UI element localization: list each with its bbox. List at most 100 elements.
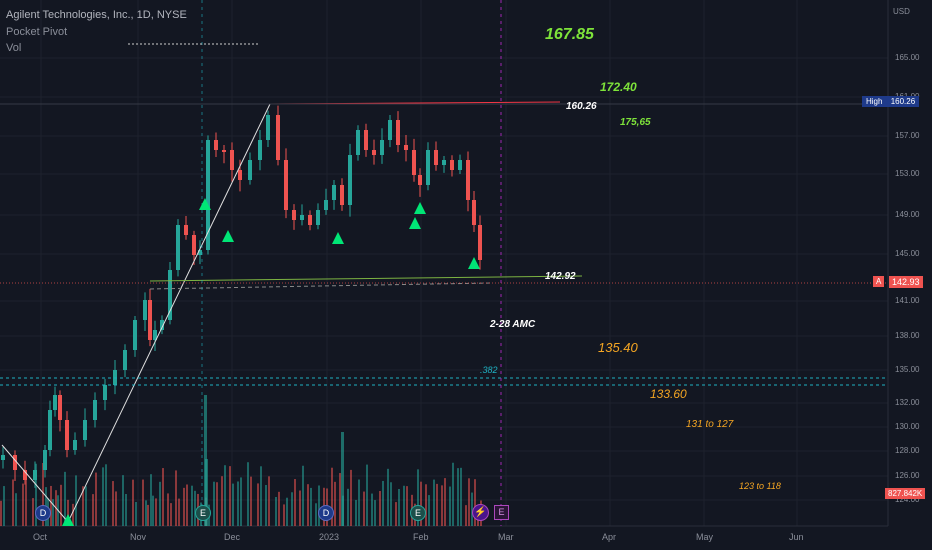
candle-body [292,210,296,220]
pocket-pivot-triangle [199,198,211,210]
time-label: Oct [33,532,48,542]
volume-bar [102,467,104,526]
annotation-133-60[interactable]: 133.60 [650,387,687,401]
dividend-marker-2[interactable]: D [318,505,334,521]
volume-bar [420,481,422,526]
annotation-131-to-127[interactable]: 131 to 127 [686,419,734,430]
candle-body [13,455,17,470]
volume-bar [95,472,97,526]
volume-bar [452,462,454,526]
volume-bar [82,486,84,526]
volume-bar [465,505,467,526]
volume-bar [350,469,352,526]
price-tick: 138.00 [895,331,920,340]
volume-bar [178,498,180,526]
volume-bar [268,476,270,526]
volume-bar [35,463,37,526]
grid [0,0,888,526]
dividend-marker-1[interactable]: D [35,505,51,521]
candle-body [1,455,5,460]
candle-body [308,215,312,225]
annotation-167-85[interactable]: 167.85 [545,26,594,43]
annotation-172-40[interactable]: 172.40 [600,80,637,94]
high-value: 160.26 [890,97,916,106]
candle-body [340,185,344,205]
annotation-fib-382[interactable]: .382 [480,365,498,375]
volume-bar [216,482,218,526]
candle-body [248,160,252,180]
drawings[interactable] [0,0,888,526]
candle-body [380,140,384,155]
volume-bar [310,487,312,526]
candle-body [143,300,147,320]
volume-bar [60,484,62,526]
indicator-pocket-pivot[interactable]: Pocket Pivot [6,26,68,38]
volume-bar [433,479,435,526]
price-tick: 124.00 [895,495,920,504]
volume-bar [355,499,357,526]
volume-bar [162,468,164,526]
annotation-135-40[interactable]: 135.40 [598,340,638,355]
volume-bar [125,493,127,526]
pocket-pivot-triangle [332,232,344,244]
volume-bar [132,479,134,526]
volume-bar [417,469,419,526]
volume-bar [382,480,384,526]
support-dashed-line[interactable] [149,282,491,290]
pocket-pivot-triangle [414,202,426,214]
volume-bar [265,484,267,526]
volume-bar [159,481,161,526]
volume-bar [315,503,317,526]
annotation-support[interactable]: 142.92 [545,271,576,282]
annotation-resistance[interactable]: 160.26 [566,101,597,112]
volume-bar [257,483,259,526]
earnings-marker-1[interactable]: E [195,505,211,521]
volume-bar [240,477,242,526]
candle-body [160,320,164,330]
volume-bar [331,467,333,526]
candle-body [412,150,416,175]
annotation-earnings-date[interactable]: 2-28 AMC [490,319,536,330]
volume-bar [12,479,14,526]
trend-line-rising[interactable] [1,444,69,523]
candle-body [48,410,52,450]
candle-body [184,225,188,235]
volume-bar [291,492,293,526]
earnings-marker-2[interactable]: E [410,505,426,521]
volume-spike [341,432,344,526]
price-tick: 141.00 [895,296,920,305]
volume-bar [283,504,285,526]
flash-icon[interactable]: ⚡ [472,504,489,521]
volume-bar [147,504,149,526]
volume-spike [205,459,208,526]
time-label: Apr [602,532,617,542]
candle-body [478,225,482,260]
candle-body [73,440,77,450]
volume-bar [358,479,360,526]
volume-bar [339,473,341,526]
trend-line-rising-2[interactable] [67,103,271,523]
price-tick: 126.00 [895,471,920,480]
volume-bar [145,500,147,526]
price-scale[interactable]: USD 165.00161.00157.00153.00149.00145.00… [889,0,932,526]
time-label: Jun [789,532,804,542]
candle-body [396,120,400,145]
volume-bar [232,483,234,526]
annotation-175-65[interactable]: 175,65 [620,117,651,128]
support-line[interactable] [149,275,583,282]
indicator-volume[interactable]: Vol [6,42,22,54]
volume-bar [347,488,349,526]
volume-bar [334,481,336,526]
volume-bar [457,468,459,526]
pocket-pivot-triangle [62,514,74,526]
candle-body [176,225,180,270]
candle-body [442,160,446,165]
time-label: May [696,532,714,542]
symbol-legend[interactable]: Agilent Technologies, Inc., 1D, NYSE [6,9,187,21]
candle-body [222,150,226,152]
annotation-123-to-118[interactable]: 123 to 118 [739,481,781,491]
earnings-marker-upcoming[interactable]: E [494,505,509,520]
volume-bar [237,481,239,526]
